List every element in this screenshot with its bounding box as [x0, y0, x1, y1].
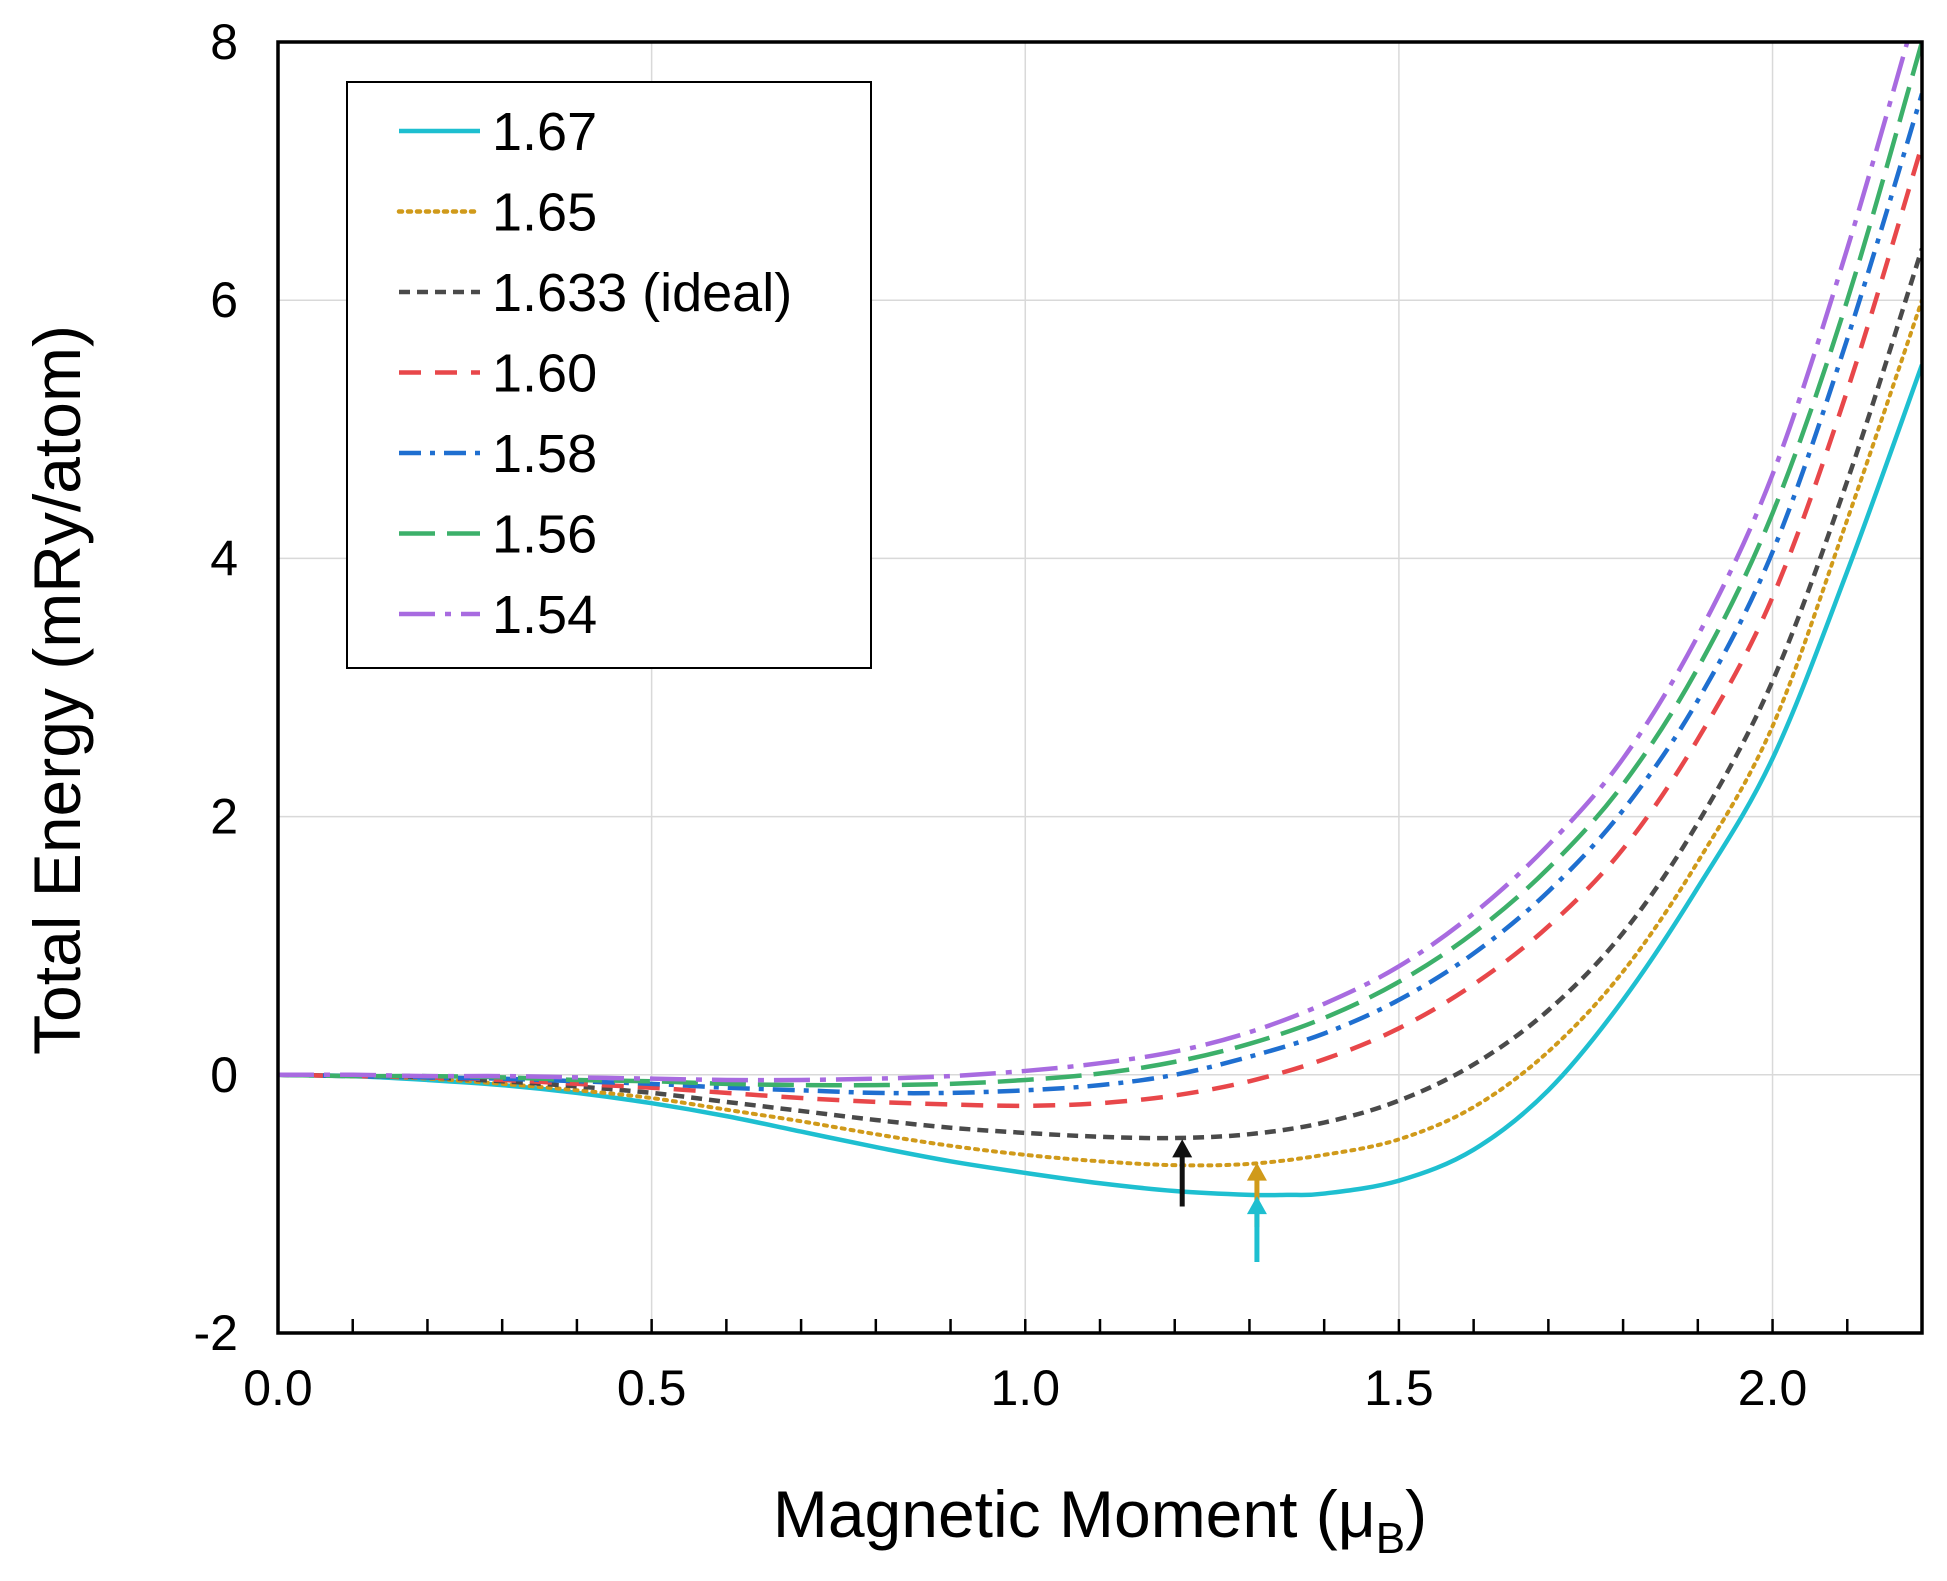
legend-box — [346, 81, 872, 669]
series-layer — [278, 42, 1922, 1198]
y-tick-label: -2 — [194, 1305, 238, 1361]
x-tick-label: 1.0 — [991, 1360, 1061, 1416]
tick-labels: 0.0 0.5 1.0 1.5 2.0 -2 0 2 4 6 8 — [194, 14, 1808, 1416]
series-line-6 — [278, 42, 1922, 1088]
legend-label: 1.60 — [492, 344, 597, 404]
series-line-4 — [278, 144, 1922, 1109]
y-axis-title: Total Energy (mRy/atom) — [20, 325, 94, 1055]
annotation-arrow-head — [1246, 1196, 1267, 1215]
annotation-arrow-head — [1246, 1162, 1267, 1181]
legend-label: 1.67 — [492, 102, 597, 162]
y-tick-label: 6 — [210, 272, 238, 328]
y-tick-label: 2 — [210, 789, 238, 845]
annotation-arrow-head — [1172, 1139, 1193, 1158]
y-tick-label: 0 — [210, 1047, 238, 1103]
y-tick-label: 4 — [210, 530, 238, 586]
annotation-layer — [1172, 1139, 1267, 1262]
legend-label: 1.58 — [492, 424, 597, 484]
x-axis-title-close: ) — [1405, 1477, 1427, 1551]
x-axis-title-subscript: B — [1376, 1514, 1405, 1563]
legend-label: 1.56 — [492, 505, 597, 565]
x-tick-label: 2.0 — [1738, 1360, 1808, 1416]
legend-label: 1.54 — [492, 585, 597, 645]
series-line-5 — [278, 92, 1922, 1096]
series-line-7 — [278, 42, 1910, 1083]
legend-label: 1.633 (ideal) — [492, 263, 792, 323]
series-line-2 — [278, 298, 1922, 1168]
x-tick-label: 1.5 — [1364, 1360, 1434, 1416]
legend-label: 1.65 — [492, 183, 597, 243]
x-tick-label: 0.5 — [617, 1360, 687, 1416]
x-tick-label: 0.0 — [243, 1360, 313, 1416]
y-tick-label: 8 — [210, 14, 238, 70]
x-axis-title-main: Magnetic Moment (μ — [773, 1477, 1376, 1551]
axis-ticks — [351, 1319, 1849, 1333]
legend: 1.67 1.65 1.633 (ideal) 1.60 1.58 1.56 1.54 — [346, 81, 872, 669]
x-axis-title: Magnetic Moment (μB) — [773, 1477, 1427, 1563]
series-line-1 — [278, 363, 1922, 1198]
